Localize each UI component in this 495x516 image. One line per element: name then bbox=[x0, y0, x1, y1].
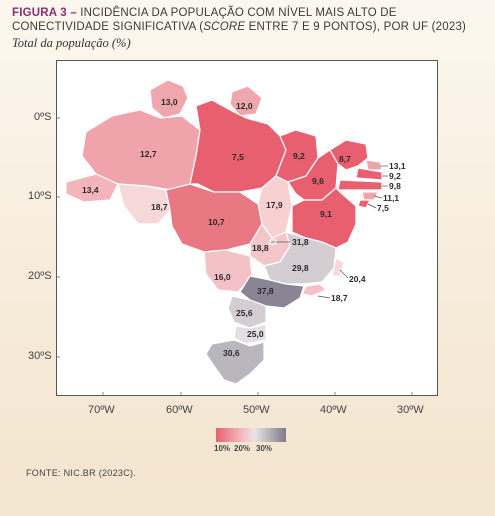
legend-tick-30: 30% bbox=[256, 444, 273, 453]
legend-color-scale bbox=[216, 428, 286, 442]
label-mato-grosso-do-sul: 16,0 bbox=[214, 272, 231, 282]
label-alagoas: 11,1 bbox=[383, 193, 399, 203]
title-line-2b: ENTRE 7 E 9 PONTOS), POR UF (2023) bbox=[245, 21, 467, 33]
region-ceara bbox=[329, 139, 369, 171]
lat-label-10: 10ºS bbox=[28, 190, 52, 202]
region-amapa bbox=[229, 85, 263, 117]
leader-lines bbox=[276, 165, 388, 299]
label-maranhao: 9,2 bbox=[293, 151, 305, 161]
label-paraiba: 9,2 bbox=[389, 171, 401, 181]
label-rondonia: 18,7 bbox=[151, 202, 168, 212]
figure-label: FIGURA 3 – bbox=[12, 7, 77, 19]
region-santa-catarina bbox=[233, 323, 267, 345]
label-sao-paulo: 37,8 bbox=[257, 286, 274, 296]
label-tocantins: 17,9 bbox=[266, 200, 283, 210]
region-labels: 13,0 12,0 12,7 7,5 9,2 8,7 13,4 9,6 18,7… bbox=[82, 97, 351, 358]
region-df bbox=[269, 239, 277, 245]
label-ceara: 8,7 bbox=[339, 154, 351, 164]
lon-label-50: 50ºW bbox=[243, 404, 270, 416]
label-mato-grosso: 10,7 bbox=[208, 217, 225, 227]
figure-subtitle: Total da população (%) bbox=[12, 36, 131, 50]
label-goias: 18,8 bbox=[252, 243, 269, 253]
lat-label-0: 0ºS bbox=[34, 111, 52, 123]
outside-labels: 13,1 9,2 9,8 11,1 7,5 31,8 20,4 18,7 bbox=[292, 161, 406, 303]
label-pernambuco: 9,8 bbox=[389, 181, 401, 191]
region-rn bbox=[365, 159, 383, 171]
title-score-word: SCORE bbox=[203, 21, 246, 33]
region-rondonia bbox=[117, 183, 171, 225]
lon-label-40: 40ºW bbox=[320, 404, 347, 416]
region-sao-paulo bbox=[239, 275, 305, 309]
region-sergipe bbox=[357, 199, 371, 209]
legend-tick-10: 10% bbox=[214, 444, 231, 453]
label-santa-catarina: 25,0 bbox=[247, 329, 264, 339]
region-pernambuco bbox=[337, 179, 383, 191]
lat-label-20: 20ºS bbox=[28, 270, 52, 282]
region-parana bbox=[227, 295, 267, 329]
region-espirito-santo bbox=[331, 257, 345, 277]
region-minas-gerais bbox=[263, 231, 337, 285]
title-line-1: INCIDÊNCIA DA POPULAÇÃO COM NÍVEL MAIS A… bbox=[80, 7, 397, 19]
label-para: 7,5 bbox=[232, 152, 244, 162]
label-bahia: 9,1 bbox=[320, 209, 332, 219]
label-rio-grande-do-norte: 13,1 bbox=[389, 161, 406, 171]
region-para bbox=[189, 99, 287, 193]
figure-title: FIGURA 3 – INCIDÊNCIA DA POPULAÇÃO COM N… bbox=[12, 6, 487, 34]
label-amapa: 12,0 bbox=[236, 101, 253, 111]
label-piaui: 9,6 bbox=[312, 176, 324, 186]
label-distrito-federal: 31,8 bbox=[292, 237, 309, 247]
region-rio-de-janeiro bbox=[301, 283, 327, 297]
label-espirito-santo: 20,4 bbox=[349, 274, 366, 284]
region-rio-grande-do-sul bbox=[205, 339, 265, 385]
label-acre: 13,4 bbox=[82, 185, 99, 195]
lat-label-30: 30ºS bbox=[28, 350, 52, 362]
label-amazonas: 12,7 bbox=[140, 149, 157, 159]
region-paraiba bbox=[355, 167, 383, 181]
region-acre bbox=[65, 173, 119, 203]
region-roraima bbox=[149, 79, 189, 119]
label-roraima: 13,0 bbox=[161, 97, 178, 107]
lon-label-30: 30ºW bbox=[397, 404, 424, 416]
title-line-2a: CONECTIVIDADE SIGNIFICATIVA ( bbox=[12, 21, 204, 33]
region-alagoas bbox=[361, 191, 379, 201]
axis-ticks bbox=[56, 117, 413, 396]
label-rio-grande-do-sul: 30,6 bbox=[223, 348, 240, 358]
lon-label-70: 70ºW bbox=[88, 404, 115, 416]
legend-tick-20: 20% bbox=[234, 444, 251, 453]
lon-label-60: 60ºW bbox=[166, 404, 193, 416]
source-note: FONTE: NIC.BR (2023C). bbox=[26, 468, 137, 478]
label-sergipe: 7,5 bbox=[377, 203, 389, 213]
label-rio-de-janeiro: 18,7 bbox=[331, 293, 348, 303]
label-parana: 25,6 bbox=[236, 308, 253, 318]
label-minas-gerais: 29,8 bbox=[292, 263, 309, 273]
